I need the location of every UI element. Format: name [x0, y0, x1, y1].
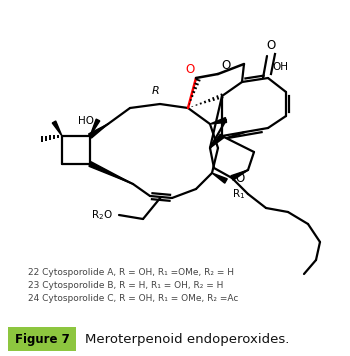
Polygon shape — [210, 117, 226, 124]
Text: Meroterpenoid endoperoxides.: Meroterpenoid endoperoxides. — [85, 333, 289, 346]
Text: O: O — [221, 59, 230, 72]
Text: HO: HO — [78, 116, 94, 126]
Polygon shape — [212, 173, 227, 183]
Text: R$_2$O: R$_2$O — [91, 208, 113, 222]
Text: O: O — [186, 63, 195, 76]
Text: O: O — [235, 173, 245, 185]
Text: OH: OH — [272, 62, 288, 72]
Text: R: R — [152, 86, 160, 96]
Polygon shape — [52, 121, 62, 136]
Text: Figure 7: Figure 7 — [15, 333, 69, 346]
Polygon shape — [89, 124, 108, 138]
Text: O: O — [266, 39, 276, 52]
Polygon shape — [90, 119, 100, 136]
Text: 22 Cytosporolide A, R = OH, R₁ =OMe, R₂ = H: 22 Cytosporolide A, R = OH, R₁ =OMe, R₂ … — [28, 268, 234, 277]
Text: 23 Cytosporolide B, R = H, R₁ = OH, R₂ = H: 23 Cytosporolide B, R = H, R₁ = OH, R₂ =… — [28, 281, 223, 290]
Text: R$_1$: R$_1$ — [232, 187, 245, 201]
Text: 24 Cytosporolide C, R = OH, R₁ = OMe, R₂ =Ac: 24 Cytosporolide C, R = OH, R₁ = OMe, R₂… — [28, 294, 238, 303]
Polygon shape — [210, 134, 224, 148]
Polygon shape — [231, 170, 248, 180]
FancyBboxPatch shape — [8, 327, 76, 351]
Polygon shape — [89, 162, 133, 184]
